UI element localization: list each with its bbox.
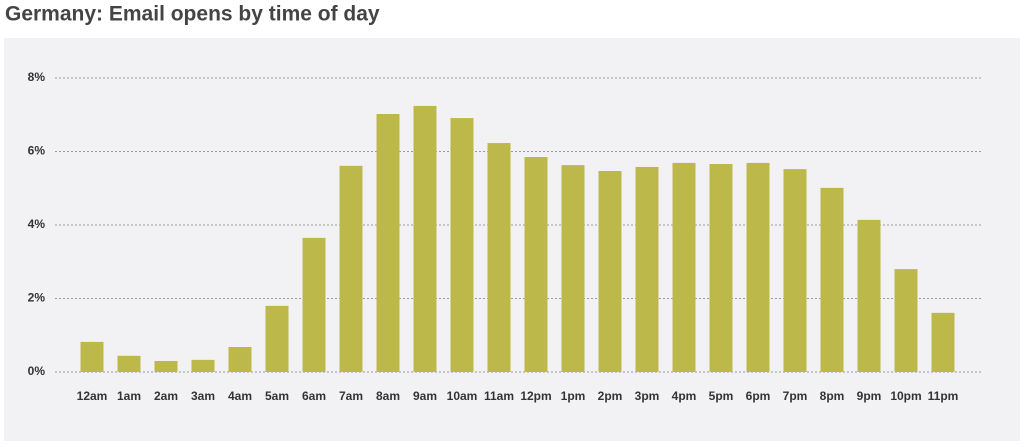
bar [598,170,622,372]
y-tick-label: 2% [28,291,46,305]
x-tick-label: 2pm [598,389,623,403]
bar [709,163,733,372]
bar [376,114,400,372]
x-tick-label: 9am [413,389,437,403]
bar [265,305,289,372]
x-tick-label: 9pm [857,389,882,403]
x-tick-label: 3pm [635,389,660,403]
bar [931,312,955,372]
bar [524,157,548,372]
x-tick-label: 3am [191,389,215,403]
y-tick-label: 6% [28,144,46,158]
bar [413,105,437,373]
x-tick-label: 12am [77,389,108,403]
x-tick-label: 10pm [890,389,921,403]
bar [894,269,918,372]
bar [783,169,807,372]
chart-title: Germany: Email opens by time of day [5,3,380,26]
bar [487,143,511,372]
x-tick-label: 5pm [709,389,734,403]
bar [191,359,215,372]
x-tick-label: 2am [154,389,178,403]
x-tick-label: 1pm [561,389,586,403]
bar [80,341,104,372]
y-tick-label: 8% [28,70,46,84]
bar [154,360,178,372]
x-tick-label: 7am [339,389,363,403]
x-tick-label: 8pm [820,389,845,403]
bar [561,165,585,372]
x-tick-label: 11pm [928,389,959,403]
bar [450,118,474,373]
bar [635,166,659,372]
x-tick-label: 10am [447,389,478,403]
y-tick-label: 4% [28,217,46,231]
bar [820,187,844,372]
x-tick-label: 11am [484,389,514,403]
x-tick-label: 4pm [672,389,697,403]
y-tick-label: 0% [28,364,46,378]
bar [302,237,326,372]
x-tick-label: 6am [302,389,326,403]
bar [857,219,881,372]
bar [339,165,363,372]
x-tick-label: 5am [265,389,289,403]
x-tick-label: 6pm [746,389,771,403]
bar [672,162,696,372]
bar [228,347,252,372]
x-tick-label: 12pm [520,389,551,403]
x-tick-label: 7pm [783,389,808,403]
bar [117,355,141,372]
x-tick-label: 8am [376,389,400,403]
x-tick-label: 4am [228,389,252,403]
x-tick-label: 1am [117,389,141,403]
plot-panel [4,38,1020,441]
bar [746,162,770,372]
